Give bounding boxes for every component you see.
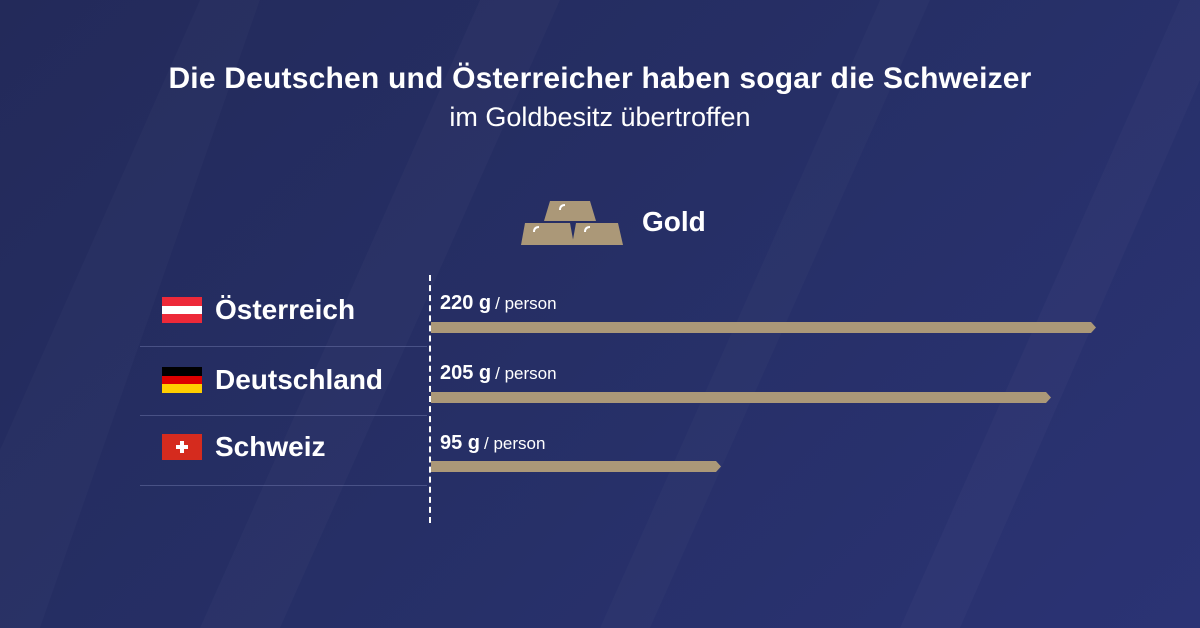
- gold-bars-icon: [521, 201, 623, 245]
- category-label: Schweiz: [215, 431, 326, 462]
- chart-title: Die Deutschen und Österreicher haben sog…: [168, 62, 1032, 95]
- bar: [431, 322, 1096, 333]
- category-label: Deutschland: [215, 364, 384, 395]
- switzerland-flag-icon: [162, 434, 202, 460]
- data-label: 220 g / person: [440, 292, 557, 314]
- chart-subtitle: im Goldbesitz übertroffen: [449, 102, 751, 132]
- data-label: 205 g / person: [440, 362, 557, 384]
- legend-label: Gold: [642, 206, 706, 237]
- austria-flag-icon: [162, 297, 202, 323]
- baseline-axis: [429, 275, 431, 523]
- data-label: 95 g / person: [440, 432, 546, 454]
- row-divider: [140, 485, 427, 486]
- category-label: Österreich: [215, 294, 356, 325]
- row-divider: [140, 415, 427, 416]
- germany-flag-icon: [162, 367, 202, 393]
- bar: [431, 461, 721, 472]
- bar: [431, 392, 1051, 403]
- row-divider: [140, 346, 427, 347]
